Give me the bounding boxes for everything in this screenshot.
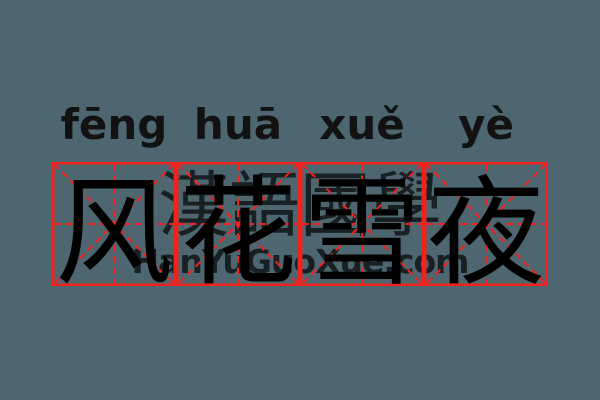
hanzi-cell-3: 雪 — [300, 162, 424, 292]
hanzi-char-2: 花 — [178, 164, 297, 302]
pinyin-syllable-4: yè — [458, 100, 514, 149]
hanzi-cell-2: 花 — [176, 162, 300, 292]
hanzi-row: 风 花 雪 夜 — [52, 162, 548, 292]
hanzi-cell-1: 风 — [52, 162, 176, 292]
pinyin-syllable-2: huā — [193, 100, 283, 149]
pinyin-row: fēng huā xuě yè — [52, 99, 548, 155]
mizige-practice-grid — [52, 162, 548, 286]
pinyin-syllable-3: xuě — [319, 100, 405, 149]
pinyin-syllable-1: fēng — [60, 100, 168, 149]
hanzi-char-1: 风 — [54, 164, 173, 302]
hanzi-char-3: 雪 — [302, 164, 421, 302]
hanzi-char-4: 夜 — [426, 164, 545, 302]
hanzi-cell-4: 夜 — [424, 162, 548, 292]
